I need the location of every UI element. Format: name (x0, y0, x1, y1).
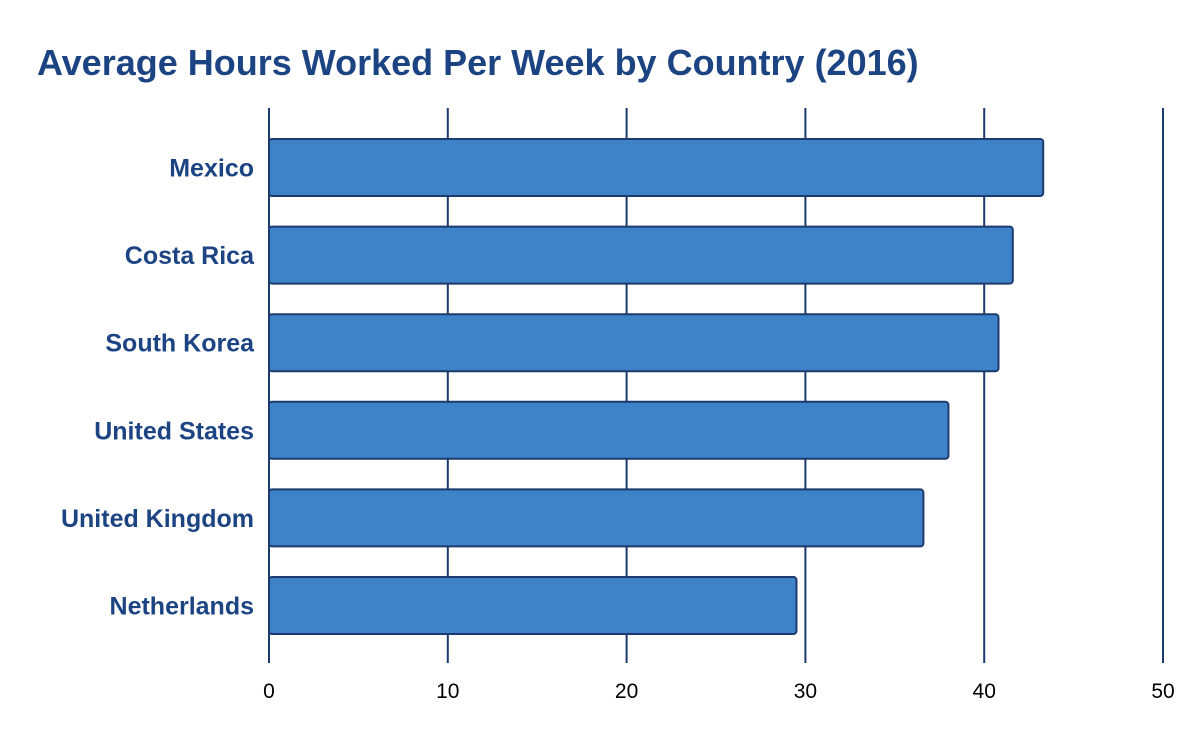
category-label: Costa Rica (125, 242, 255, 270)
category-label: South Korea (105, 330, 255, 358)
bars (268, 138, 1045, 635)
chart-title: Average Hours Worked Per Week by Country… (37, 42, 919, 83)
bar-united-kingdom (268, 488, 925, 548)
category-label: United States (94, 417, 254, 445)
x-tick-label: 50 (1151, 680, 1174, 703)
bar-united-states (268, 400, 950, 460)
gridlines (268, 108, 1164, 663)
bar-costa-rica (268, 225, 1014, 285)
x-tick-label: 10 (436, 680, 459, 703)
category-label: United Kingdom (61, 505, 254, 533)
bar-south-korea (268, 313, 1000, 373)
x-tick-label: 20 (615, 680, 638, 703)
bar-mexico (268, 138, 1045, 197)
category-label: Mexico (169, 155, 254, 183)
category-label: Netherlands (110, 593, 254, 621)
x-tick-label: 40 (973, 680, 996, 703)
x-tick-labels: 0 10 20 30 40 50 (263, 680, 1175, 703)
x-tick-label: 0 (263, 680, 275, 703)
bar-netherlands (268, 576, 798, 635)
x-tick-label: 30 (794, 680, 817, 703)
category-labels: Mexico Costa Rica South Korea United States… (61, 155, 255, 621)
